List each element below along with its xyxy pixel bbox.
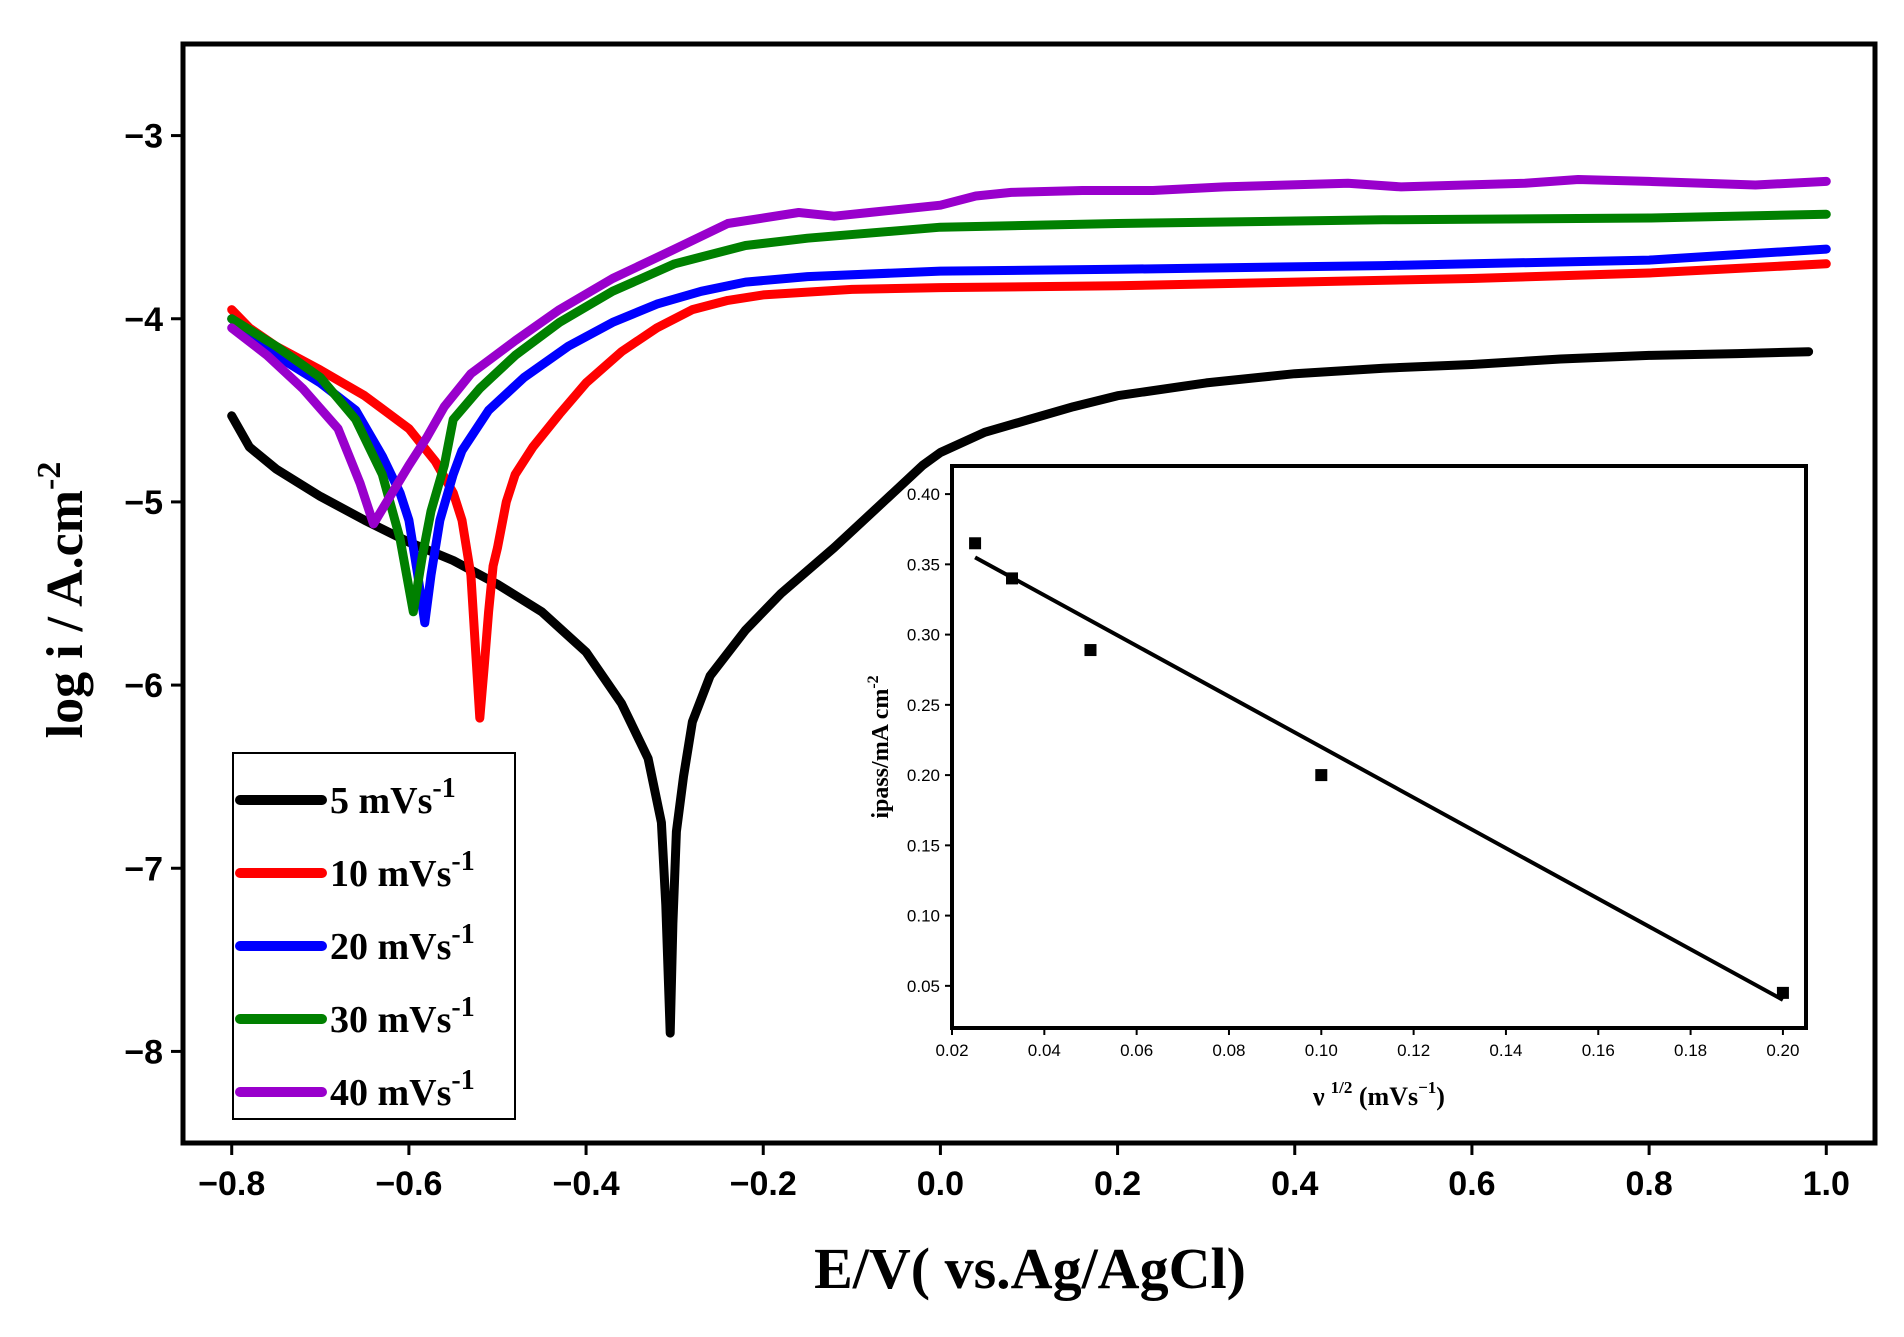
main-x-tick-label: 0.0 [917,1165,964,1203]
legend-label-5: 5 mVs-1 [330,773,456,822]
main-x-tick-label: −0.6 [375,1165,442,1203]
inset-y-axis-title: ipass/mA cm-2 [865,675,894,818]
main-y-axis-title: log i / A.cm-2 [31,462,94,739]
inset-y-axis: 0.05 0.10 0.15 0.20 0.25 0.30 0.35 0.40 [907,485,952,996]
main-x-axis-title: E/V( vs.Ag/AgCl) [814,1236,1246,1301]
main-x-tick-label: 0.8 [1625,1165,1672,1203]
inset-y-tick-label: 0.05 [907,977,940,996]
legend: 5 mVs-1 10 mVs-1 20 mVs-1 30 mVs-1 40 mVs-1 [235,773,475,1114]
inset-x-tick-label: 0.06 [1120,1041,1153,1060]
main-plot-frame [180,41,1878,1146]
inset-y-tick-label: 0.15 [907,836,940,855]
inset-x-axis-title: ν 1/2 (mVs−1) [1312,1078,1445,1111]
main-y-tick-label: −7 [124,850,163,888]
inset-x-tick-label: 0.10 [1305,1041,1338,1060]
main-y-tick-label: −8 [124,1033,163,1071]
series-line-20-mvs [227,244,1831,628]
inset-x-tick-label: 0.04 [1028,1041,1061,1060]
series-line-10-mvs [227,259,1831,723]
inset-x-axis: 0.02 0.04 0.06 0.08 0.10 0.12 0.14 0.16 0.18 0.20 [935,1028,1799,1060]
inset-data-point [1084,644,1097,657]
main-y-axis: −3 −4 −5 −6 −7 −8 [124,118,183,1071]
inset-y-tick-label: 0.30 [907,626,940,645]
inset-y-tick-label: 0.40 [907,485,940,504]
inset-x-tick-label: 0.02 [935,1041,968,1060]
main-x-axis: −0.8 −0.6 −0.4 −0.2 0.0 0.2 0.4 0.6 0.8 1.0 [198,1143,1850,1203]
main-x-tick-label: 0.2 [1094,1165,1141,1203]
inset-y-tick-label: 0.20 [907,766,940,785]
series-line-30-mvs [227,209,1831,617]
inset-y-tick-label: 0.35 [907,555,940,574]
inset-x-tick-label: 0.08 [1212,1041,1245,1060]
inset-data-point [1006,572,1019,585]
inset-x-tick-label: 0.14 [1489,1041,1522,1060]
inset-data-point [1315,769,1328,782]
main-y-tick-label: −5 [124,484,163,522]
inset-data-point [1776,986,1789,999]
main-x-tick-label: −0.4 [553,1165,620,1203]
main-x-tick-label: −0.8 [198,1165,265,1203]
inset-y-tick-label: 0.25 [907,696,940,715]
main-y-tick-label: −6 [124,667,163,705]
inset-fit-line [974,555,1784,1002]
main-x-tick-label: 0.4 [1271,1165,1318,1203]
inset-x-tick-label: 0.16 [1582,1041,1615,1060]
series-line-5-mvs [227,347,1814,1038]
inset-series-group [969,537,1789,1002]
main-y-tick-label: −3 [124,118,163,156]
main-y-tick-label: −4 [124,301,163,339]
inset-x-tick-label: 0.12 [1397,1041,1430,1060]
legend-label-20: 20 mVs-1 [330,919,475,968]
series-line-40-mvs [227,175,1831,529]
main-x-tick-label: −0.2 [730,1165,797,1203]
legend-label-40: 40 mVs-1 [330,1065,475,1114]
inset-x-tick-label: 0.18 [1674,1041,1707,1060]
main-series-group [227,175,1831,1038]
legend-label-30: 30 mVs-1 [330,992,475,1041]
inset-x-tick-label: 0.20 [1766,1041,1799,1060]
inset-data-point [969,537,982,550]
inset-y-tick-label: 0.10 [907,907,940,926]
main-x-tick-label: 0.6 [1448,1165,1495,1203]
legend-label-10: 10 mVs-1 [330,846,475,895]
main-x-tick-label: 1.0 [1803,1165,1850,1203]
legend-box [232,752,516,1120]
